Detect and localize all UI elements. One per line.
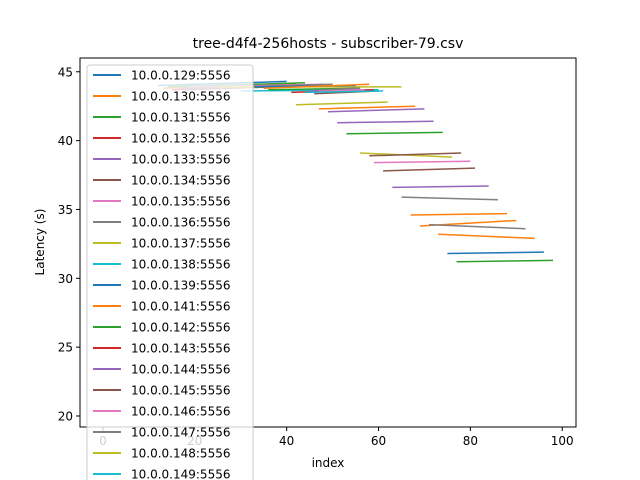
x-tick-label: 40	[279, 434, 294, 448]
x-tick-label: 80	[463, 434, 478, 448]
legend-label: 10.0.0.138:5556	[131, 258, 230, 272]
y-tick-label: 20	[58, 409, 73, 423]
legend-label: 10.0.0.147:5556	[131, 426, 230, 440]
chart-title: tree-d4f4-256hosts - subscriber-79.csv	[193, 36, 464, 52]
y-axis-label: Latency (s)	[33, 209, 47, 276]
series-segment	[373, 160, 471, 164]
series-segment	[383, 167, 476, 172]
legend-label: 10.0.0.134:5556	[131, 174, 230, 188]
legend-label: 10.0.0.143:5556	[131, 342, 230, 356]
legend-label: 10.0.0.129:5556	[131, 69, 230, 83]
series-line	[295, 101, 388, 106]
legend-label: 10.0.0.146:5556	[131, 405, 230, 419]
series-line	[263, 83, 370, 90]
legend-label: 10.0.0.145:5556	[131, 384, 230, 398]
series-segment	[369, 152, 462, 157]
legend-label: 10.0.0.149:5556	[131, 468, 230, 480]
legend-label: 10.0.0.142:5556	[131, 321, 230, 335]
y-tick-label: 40	[58, 134, 73, 148]
series-segment	[428, 223, 526, 230]
y-tick-label: 35	[58, 203, 73, 217]
y-tick-label: 30	[58, 272, 73, 286]
legend-label: 10.0.0.135:5556	[131, 195, 230, 209]
x-tick-label: 60	[371, 434, 386, 448]
legend-label: 10.0.0.148:5556	[131, 447, 230, 461]
x-axis-label: index	[312, 456, 345, 470]
series-segment	[447, 251, 544, 255]
series-segment	[456, 259, 554, 263]
legend-label: 10.0.0.133:5556	[131, 153, 230, 167]
axes-frame	[79, 57, 577, 428]
legend-label: 10.0.0.130:5556	[131, 90, 230, 104]
y-axis-ticks: 20 25 30 35 40 45	[58, 65, 80, 423]
legend-label: 10.0.0.131:5556	[131, 111, 230, 125]
legend-label: 10.0.0.144:5556	[131, 363, 230, 377]
series-segment	[318, 105, 416, 110]
series-line	[323, 87, 361, 91]
series-segment	[410, 212, 508, 216]
series-segment	[346, 131, 443, 135]
series-segment	[392, 185, 489, 189]
legend-box	[86, 64, 254, 480]
legend-label: 10.0.0.136:5556	[131, 216, 230, 230]
series-line	[304, 90, 384, 94]
legend-label: 10.0.0.139:5556	[131, 279, 230, 293]
series-segment	[337, 120, 434, 124]
y-tick-label: 45	[58, 65, 73, 79]
legend: 10.0.0.129:5556 10.0.0.130:5556 10.0.0.131…	[86, 64, 254, 480]
legend-label: 10.0.0.141:5556	[131, 300, 230, 314]
series-segment	[438, 233, 535, 240]
series-line	[318, 88, 365, 92]
y-tick-label: 25	[58, 341, 73, 355]
legend-label: 10.0.0.132:5556	[131, 132, 230, 146]
series-segment	[327, 108, 425, 113]
legend-label: 10.0.0.137:5556	[131, 237, 230, 251]
series-segment	[401, 196, 498, 201]
x-tick-label: 100	[551, 434, 574, 448]
